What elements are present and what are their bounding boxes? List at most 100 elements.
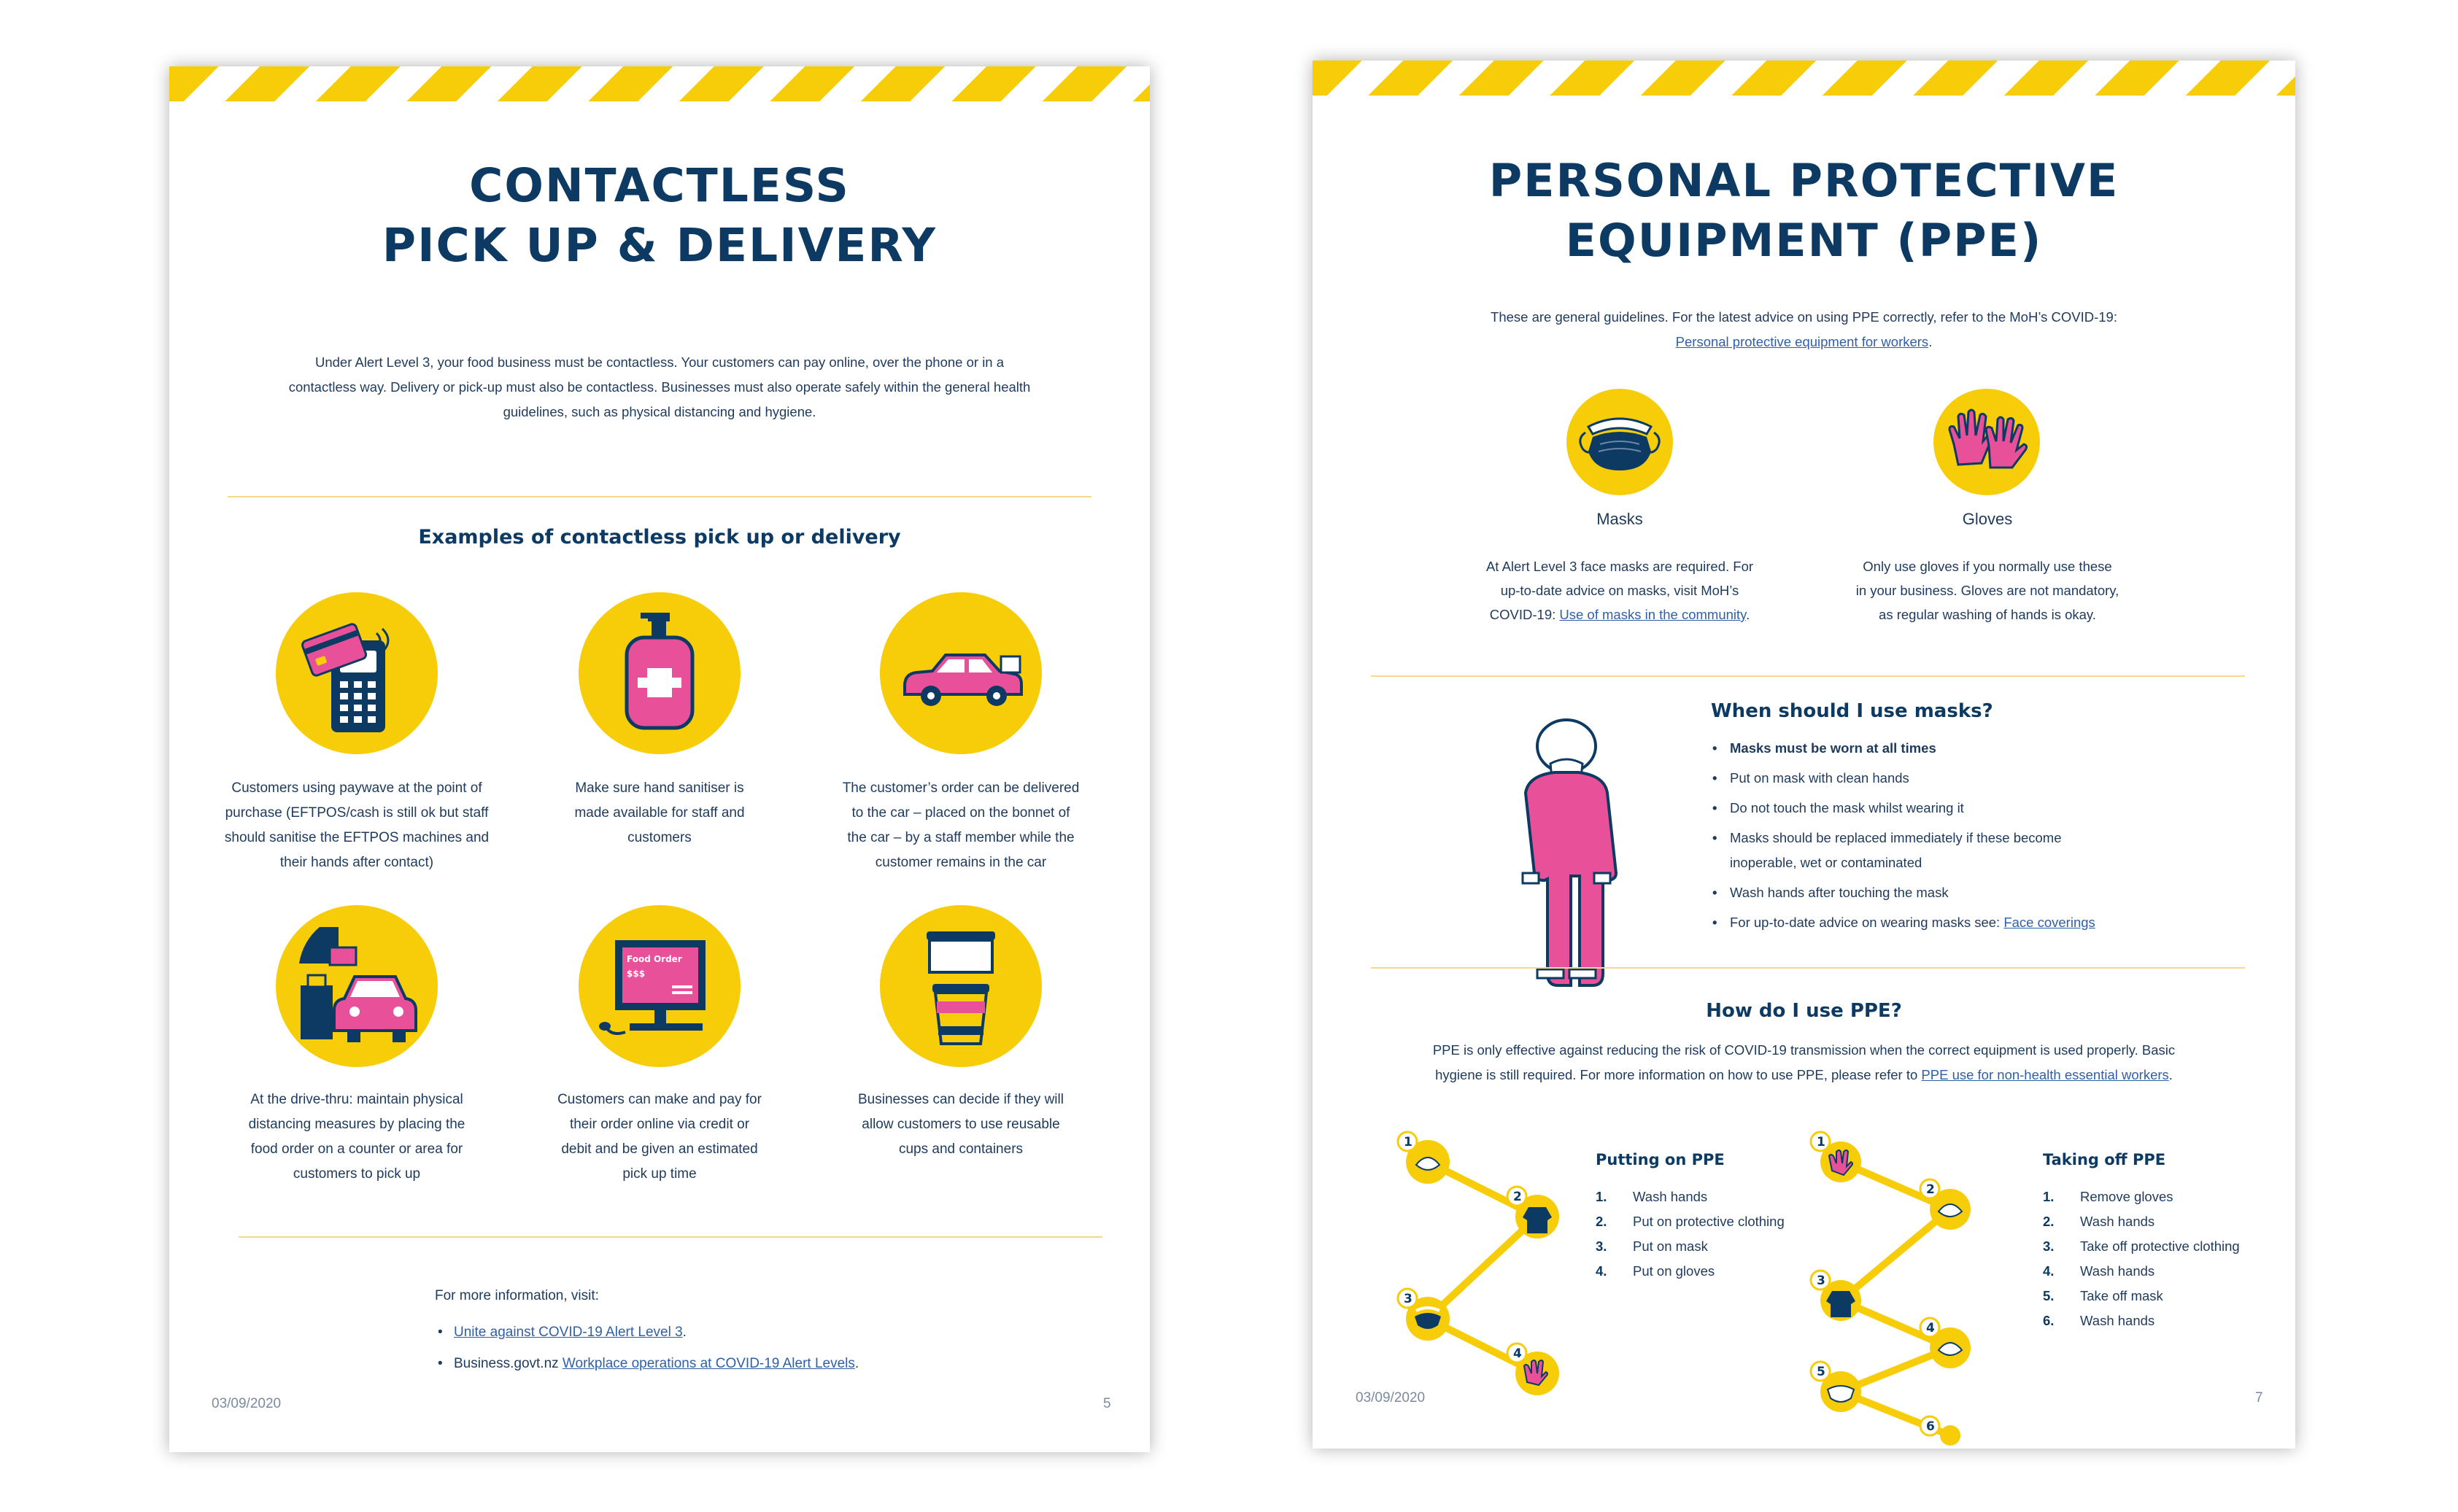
footer-date: 03/09/2020 <box>1356 1390 1426 1406</box>
caption-line: customers to pick up <box>293 1166 421 1182</box>
footer-page-number: 7 <box>2255 1390 2263 1406</box>
step-wash-hands-node <box>1930 1189 1971 1230</box>
example-caption-3: The customer’s order can be delivered to… <box>815 776 1107 875</box>
node-number: 1 <box>1817 1135 1825 1149</box>
node-number: 6 <box>1926 1419 1935 1434</box>
person-in-ppe-illustration <box>1504 717 1628 994</box>
list-item-line: inoperable, wet or contaminated <box>1730 855 1922 870</box>
masks-label: Masks <box>1596 510 1643 528</box>
intro-line: Under Alert Level 3, your food business … <box>314 354 1005 370</box>
step-wash-hands-node <box>1406 1140 1450 1184</box>
step-number: 3. <box>1596 1238 1607 1254</box>
step-number: 2. <box>2043 1214 2055 1229</box>
caption-line: Customers using paywave at the point of <box>231 780 482 796</box>
ppe-non-health-link[interactable]: PPE use for non-health essential workers <box>1921 1067 2169 1082</box>
node-number: 2 <box>1513 1190 1522 1204</box>
list-item: Business.govt.nz Workplace operations at… <box>435 1352 859 1376</box>
gloves-text: Only use gloves if you normally use thes… <box>1827 554 2148 627</box>
intro-line: These are general guidelines. For the la… <box>1491 309 2117 325</box>
caption-line: Make sure hand sanitiser is <box>575 780 744 796</box>
how-line: PPE is only effective against reducing t… <box>1432 1042 2176 1058</box>
putting-on-ppe-diagram: 1 2 3 4 <box>1393 1125 1582 1417</box>
intro-line: guidelines, such as physical distancing … <box>503 404 816 419</box>
example-caption-4: At the drive-thru: maintain physical dis… <box>211 1088 503 1187</box>
title-line-2: EQUIPMENT (PPE) <box>1565 214 2043 267</box>
gloves-text-line: Only use gloves if you normally use thes… <box>1863 559 2112 574</box>
reusable-cup-icon <box>880 905 1042 1067</box>
how-line-end: . <box>2168 1067 2173 1082</box>
caption-line: food order on a counter or area for <box>250 1141 463 1157</box>
list-item: 2. Put on protective clothing <box>1596 1209 1785 1234</box>
how-use-ppe-heading: How do I use PPE? <box>1706 1000 1902 1022</box>
node-number: 4 <box>1513 1346 1522 1361</box>
step-text: Take off mask <box>2080 1288 2163 1303</box>
hazard-stripe-header <box>169 66 1150 101</box>
unite-against-covid-link[interactable]: Unite against COVID-19 Alert Level 3 <box>454 1325 683 1340</box>
caption-line: pick up time <box>622 1166 697 1182</box>
step-remove-gloves-node <box>1820 1141 1861 1182</box>
divider <box>228 496 1091 497</box>
masks-text-end: . <box>1746 607 1750 622</box>
node-number: 5 <box>1817 1365 1825 1379</box>
footer-page-number: 5 <box>1103 1396 1111 1411</box>
footer-date: 03/09/2020 <box>212 1396 282 1411</box>
page-contactless-pickup: CONTACTLESS PICK UP & DELIVERY Under Ale… <box>169 66 1150 1452</box>
when-masks-list: Masks must be worn at all times Put on m… <box>1711 736 2222 940</box>
node-number: 2 <box>1926 1182 1935 1197</box>
step-text: Wash hands <box>1633 1189 1708 1204</box>
hand-sanitiser-icon <box>579 592 741 754</box>
caption-line: Customers can make and pay for <box>557 1092 762 1107</box>
title-line-1: PERSONAL PROTECTIVE <box>1488 154 2119 207</box>
step-mask-node <box>1406 1297 1450 1341</box>
step-number: 4. <box>1596 1263 1607 1279</box>
step-remove-mask-node <box>1820 1371 1861 1412</box>
example-caption-1: Customers using paywave at the point of … <box>211 776 503 875</box>
ppe-for-workers-link[interactable]: Personal protective equipment for worker… <box>1675 334 1929 349</box>
caption-line: allow customers to use reusable <box>862 1117 1060 1132</box>
face-coverings-link[interactable]: Face coverings <box>2003 915 2095 930</box>
divider <box>1371 967 2245 969</box>
how-line: hygiene is still required. For more info… <box>1342 1063 2266 1088</box>
title-line-1: CONTACTLESS <box>469 159 850 212</box>
step-text: Wash hands <box>2080 1263 2155 1279</box>
screen-title: Food Order <box>627 954 682 964</box>
intro-paragraph: These are general guidelines. For the la… <box>1342 305 2266 354</box>
masks-text-line: COVID-19: Use of masks in the community. <box>1459 602 1780 627</box>
step-number: 2. <box>1596 1214 1607 1229</box>
list-item: Wash hands after touching the mask <box>1711 880 2222 905</box>
caption-line: customer remains in the car <box>875 855 1047 870</box>
more-info: For more information, visit: Unite again… <box>435 1284 859 1384</box>
list-item: Masks should be replaced immediately if … <box>1711 826 2222 875</box>
masks-text-line: up-to-date advice on masks, visit MoH’s <box>1500 583 1739 598</box>
workplace-operations-link[interactable]: Workplace operations at COVID-19 Alert L… <box>562 1356 855 1371</box>
caption-line: distancing measures by placing the <box>248 1117 465 1132</box>
step-number: 5. <box>2043 1288 2055 1303</box>
list-item-line: Masks should be replaced immediately if … <box>1730 830 2062 845</box>
example-caption-6: Businesses can decide if they will allow… <box>815 1088 1107 1162</box>
step-wash-hands-node <box>1930 1327 1971 1368</box>
step-text: Put on protective clothing <box>1633 1214 1785 1229</box>
page-title: PERSONAL PROTECTIVE EQUIPMENT (PPE) <box>1313 151 2295 271</box>
step-text: Put on gloves <box>1633 1263 1715 1279</box>
step-number: 1. <box>1596 1189 1607 1204</box>
step-gloves-node <box>1515 1352 1559 1395</box>
how-line-prefix: hygiene is still required. For more info… <box>1435 1067 1922 1082</box>
list-item: Do not touch the mask whilst wearing it <box>1711 796 2222 821</box>
caption-line: At the drive-thru: maintain physical <box>250 1092 463 1107</box>
masks-text: At Alert Level 3 face masks are required… <box>1459 554 1780 627</box>
hazard-stripe-header <box>1313 61 2295 96</box>
list-item: 2. Wash hands <box>2043 1209 2240 1234</box>
caption-line: The customer’s order can be delivered <box>842 780 1080 796</box>
link-prefix: Business.govt.nz <box>454 1356 563 1371</box>
intro-end: . <box>1928 334 1933 349</box>
more-info-label: For more information, visit: <box>435 1288 599 1303</box>
step-number: 6. <box>2043 1313 2055 1328</box>
step-remove-clothing-node <box>1820 1280 1861 1321</box>
caption-line: made available for staff and <box>574 805 745 821</box>
masks-in-community-link[interactable]: Use of masks in the community <box>1559 607 1747 622</box>
list-item: 1. Remove gloves <box>2043 1185 2240 1209</box>
putting-on-ppe-title: Putting on PPE <box>1596 1151 1725 1168</box>
step-text: Put on mask <box>1633 1238 1708 1254</box>
caption-line: to the car – placed on the bonnet of <box>851 805 1070 821</box>
example-caption-2: Make sure hand sanitiser is made availab… <box>514 776 805 850</box>
